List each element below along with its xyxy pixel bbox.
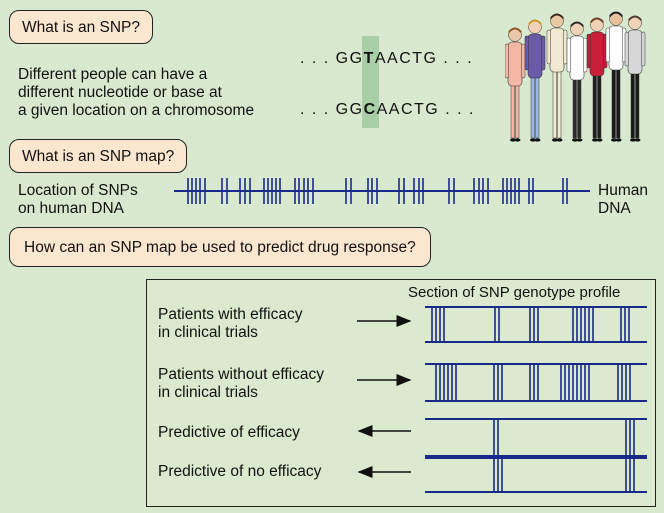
row-label-no-efficacy-line-2: in clinical trials xyxy=(158,384,258,401)
snp-location-label-line-1: Location of SNPs xyxy=(18,182,138,199)
row-label-efficacy-line-2: in clinical trials xyxy=(158,324,258,341)
person-figure xyxy=(624,15,646,142)
sequence-bottom-prefix: . . . GG xyxy=(300,101,364,118)
human-dna-label-line-2: DNA xyxy=(598,200,631,217)
people-group-illustration xyxy=(505,11,646,142)
person-figure xyxy=(505,27,526,142)
row-label-predictive-efficacy: Predictive of efficacy xyxy=(158,424,300,441)
row-label-no-efficacy-line-1: Patients without efficacy xyxy=(158,366,324,383)
person-figure xyxy=(566,21,588,142)
question-what-is-snp: What is an SNP? xyxy=(9,10,154,44)
question-predict-drug-response: How can an SNP map be used to predict dr… xyxy=(9,227,431,267)
sequence-top-variant-base: T xyxy=(363,50,375,67)
person-figure xyxy=(524,19,546,142)
sequence-bottom-suffix: AACTG . . . xyxy=(376,101,475,118)
sequence-top-prefix: . . . GG xyxy=(300,50,364,67)
variant-base-highlight xyxy=(362,36,379,128)
sequence-top: . . . GGTAACTG . . . xyxy=(300,50,473,68)
snp-explanation-line-3: a given location on a chromosome xyxy=(18,102,255,119)
person-figure xyxy=(605,11,627,142)
human-dna-label-line-1: Human xyxy=(598,182,648,199)
snp-explanation-line-2: different nucleotide or base at xyxy=(18,84,222,101)
row-label-efficacy-line-1: Patients with efficacy xyxy=(158,306,303,323)
sequence-bottom: . . . GGCAACTG . . . xyxy=(300,101,475,119)
person-figure xyxy=(586,17,608,142)
snp-location-label-line-2: on human DNA xyxy=(18,200,124,217)
person-figure xyxy=(546,13,568,142)
snp-explanation-line-1: Different people can have a xyxy=(18,66,208,83)
row-label-predictive-no-efficacy: Predictive of no efficacy xyxy=(158,463,322,480)
question-what-is-snp-map: What is an SNP map? xyxy=(9,139,188,173)
panel-title: Section of SNP genotype profile xyxy=(408,284,621,301)
sequence-bottom-variant-base: C xyxy=(363,101,377,118)
sequence-top-suffix: AACTG . . . xyxy=(374,50,474,67)
